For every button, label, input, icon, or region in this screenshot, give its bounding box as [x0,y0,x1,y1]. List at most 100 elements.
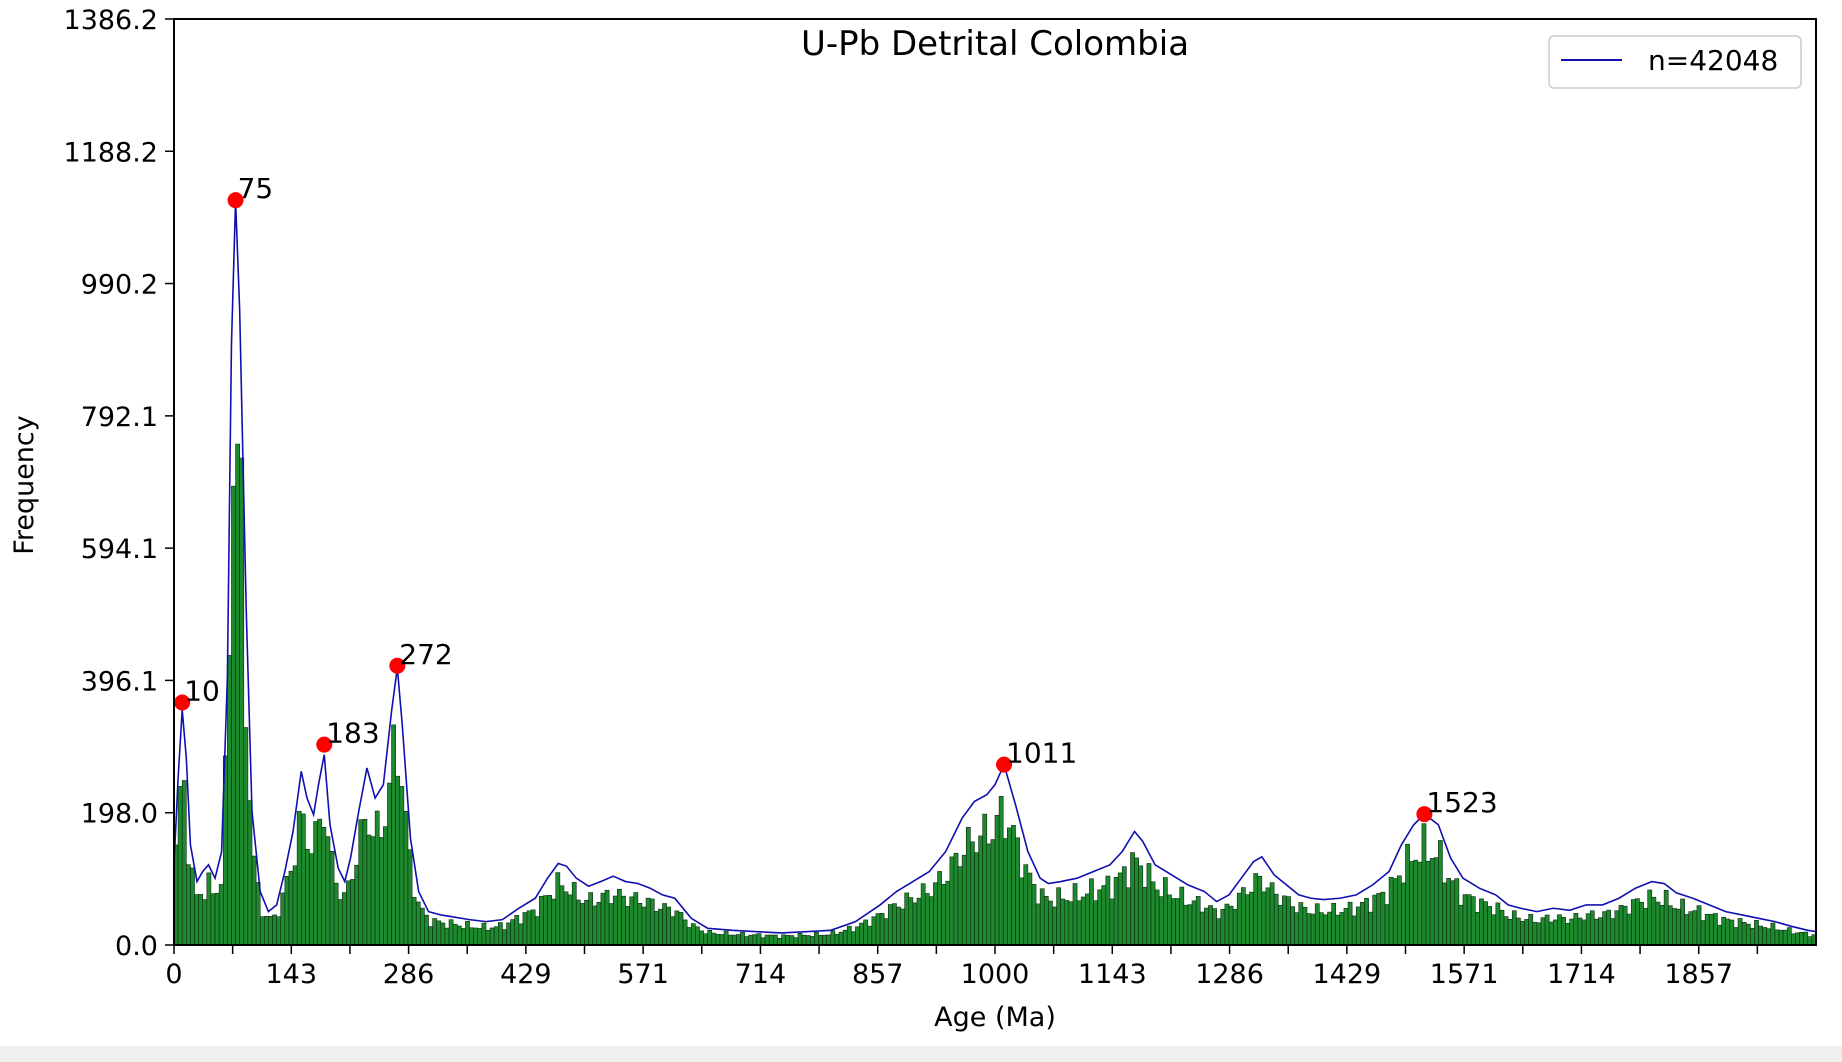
histogram-bar [633,892,639,946]
histogram-bar [690,923,696,946]
histogram-bar [1630,899,1636,946]
histogram-bar [370,836,376,946]
histogram-bar [440,922,446,946]
histogram-bar [198,894,204,946]
histogram-bar [1458,904,1464,946]
histogram-bar [752,934,758,946]
histogram-bar [707,929,713,946]
x-tick-label: 429 [500,959,552,990]
histogram-bar [953,852,959,946]
y-tick-label: 198.0 [81,799,158,830]
histogram-bar [1692,910,1698,946]
histogram-bar [1220,909,1226,946]
histogram-bar [1002,838,1008,946]
histogram-bar [227,655,232,946]
histogram-bar [1524,919,1529,946]
histogram-bar [206,872,212,946]
y-tick-label: 1188.2 [64,137,158,168]
peak-label: 1523 [1426,786,1497,819]
histogram-bar [1290,906,1295,946]
histogram-bar [518,923,524,946]
histogram-bar [1651,896,1657,946]
histogram-bar [887,904,893,946]
histogram-bar [1339,912,1345,946]
histogram-bar [838,931,844,946]
histogram-bar [1302,907,1308,946]
histogram-bar [1511,910,1517,946]
histogram-bar [1577,917,1583,946]
histogram-bar [276,916,282,946]
histogram-bar [493,926,499,946]
histogram-bar [1782,929,1788,946]
histogram-bar [1758,925,1763,946]
histogram-bar [1557,914,1562,946]
histogram-bar [1672,908,1677,946]
histogram-bar [736,934,741,946]
histogram-bar [1187,904,1193,946]
histogram-bar [1113,877,1119,946]
histogram-bar [1031,884,1037,946]
histogram-bar [251,855,257,946]
histogram-bar [949,856,955,946]
histogram-bar [883,918,889,946]
histogram-bar [908,897,914,946]
histogram-bar [1089,878,1094,946]
histogram-bar [1277,905,1283,946]
x-tick-label: 1857 [1664,959,1733,990]
histogram-bar [777,937,782,946]
histogram-bar [362,818,368,946]
histogram-bar [703,933,708,946]
histogram-bar [1491,914,1497,946]
histogram-bar [682,919,688,946]
histogram-bar [748,934,754,946]
histogram-bar [1056,887,1061,946]
histogram-bar [1130,852,1135,946]
histogram-bar [461,928,466,946]
histogram-bar [333,882,339,946]
histogram-bar [1228,905,1234,946]
histogram-bar [489,927,495,946]
histogram-bar [1704,913,1710,946]
window-footer-bar [0,1046,1842,1062]
histogram-bar [1195,896,1201,946]
peak-label: 1011 [1006,737,1077,770]
histogram-bar [1314,903,1320,946]
histogram-bar [867,925,873,946]
histogram-bar [1273,893,1279,946]
histogram-bar [354,864,360,946]
histogram-bar [1516,917,1521,946]
peak-label: 272 [399,638,452,671]
histogram-bar [1154,889,1160,946]
histogram-bar [1093,900,1098,946]
histogram-bar [863,919,869,946]
histogram-bar [415,901,421,946]
chart-title: U-Pb Detrital Colombia [801,24,1189,64]
histogram-bar [1355,906,1361,946]
x-tick-label: 1714 [1547,959,1616,990]
histogram-bar [1011,825,1016,946]
histogram-bar [186,864,191,946]
histogram-bar [1713,913,1718,946]
histogram-bar [805,935,811,946]
histogram-bar [1134,857,1139,946]
histogram-bar [998,796,1004,946]
histogram-bar [268,916,273,946]
histogram-bar [1376,893,1382,946]
histogram-bar [1745,923,1751,946]
histogram-bar [1622,905,1628,946]
y-tick-label: 396.1 [81,666,158,697]
histogram-bar [1401,882,1406,946]
histogram-bar [555,872,561,946]
histogram-bar [1696,905,1702,946]
histogram-bar [571,882,577,946]
histogram-bar [296,811,302,946]
histogram-bar [1138,865,1144,946]
histogram-bar [1413,859,1419,946]
histogram-bar [1298,902,1304,946]
legend-entry: n=42048 [1648,44,1778,77]
histogram-bar [1766,928,1772,946]
x-tick-label: 857 [852,959,904,990]
peak-marker [996,756,1013,773]
histogram-bar [1409,861,1415,946]
histogram-bar [1495,902,1501,946]
